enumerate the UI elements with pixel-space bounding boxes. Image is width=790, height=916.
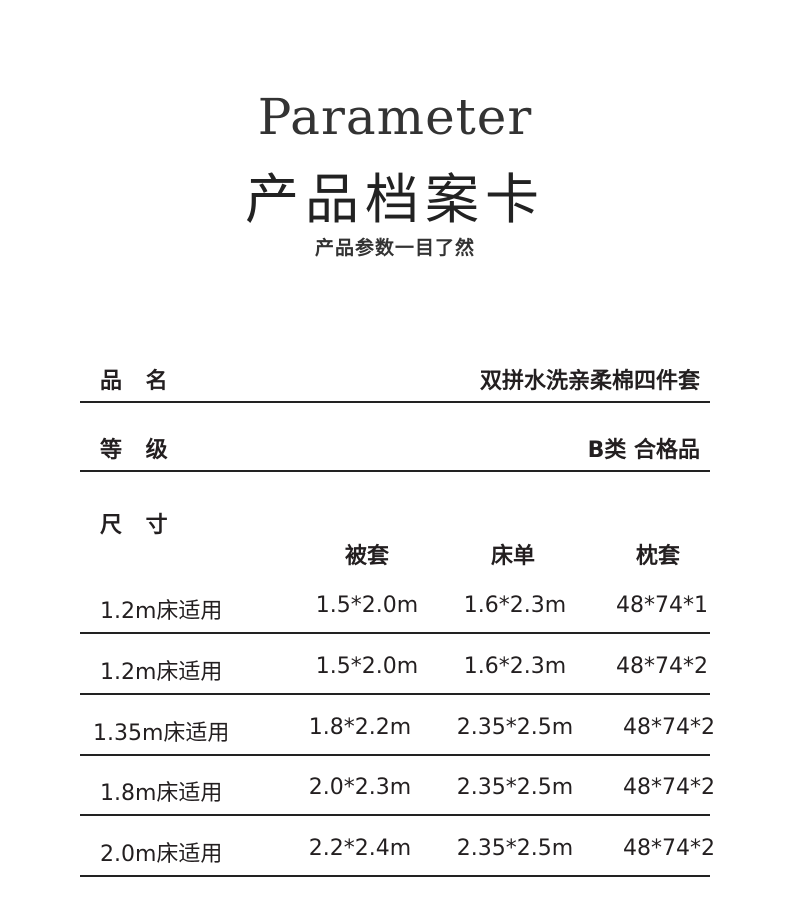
pillowcase-size: 48*74*2 [616, 654, 708, 679]
grade-value: B类 合格品 [587, 438, 700, 463]
pillowcase-size: 48*74*2 [623, 775, 715, 800]
row-divider [80, 754, 710, 756]
bed-size: 2.0m床适用 [100, 842, 223, 867]
column-header-duvet: 被套 [344, 544, 390, 569]
duvet-size: 2.0*2.3m [308, 775, 412, 800]
grade-label: 等 级 [100, 438, 176, 463]
bed-size: 1.2m床适用 [100, 660, 223, 685]
sheet-size: 2.35*2.5m [456, 836, 574, 861]
sheet-size: 1.6*2.3m [463, 654, 567, 679]
sheet-size: 1.6*2.3m [463, 593, 567, 618]
row-divider [80, 875, 710, 877]
title-english: Parameter [257, 88, 533, 146]
bed-size: 1.2m床适用 [100, 599, 223, 624]
product-name-value: 双拼水洗亲柔棉四件套 [479, 369, 700, 394]
pillowcase-size: 48*74*2 [623, 715, 715, 740]
duvet-size: 2.2*2.4m [308, 836, 412, 861]
pillowcase-size: 48*74*1 [616, 593, 708, 618]
title-chinese: 产品档案卡 [245, 168, 545, 231]
pillowcase-size: 48*74*2 [623, 836, 715, 861]
size-label: 尺 寸 [100, 513, 176, 538]
sheet-size: 2.35*2.5m [456, 715, 574, 740]
duvet-size: 1.5*2.0m [315, 654, 419, 679]
divider [80, 470, 710, 472]
subtitle: 产品参数一目了然 [314, 237, 476, 259]
duvet-size: 1.5*2.0m [315, 593, 419, 618]
sheet-size: 2.35*2.5m [456, 775, 574, 800]
row-divider [80, 693, 710, 695]
row-divider [80, 814, 710, 816]
bed-size: 1.35m床适用 [93, 721, 230, 746]
column-header-sheet: 床单 [490, 544, 536, 569]
product-name-label: 品 名 [100, 369, 176, 394]
column-header-pillowcase: 枕套 [635, 544, 681, 569]
row-divider [80, 632, 710, 634]
bed-size: 1.8m床适用 [100, 781, 223, 806]
divider [80, 401, 710, 403]
duvet-size: 1.8*2.2m [308, 715, 412, 740]
